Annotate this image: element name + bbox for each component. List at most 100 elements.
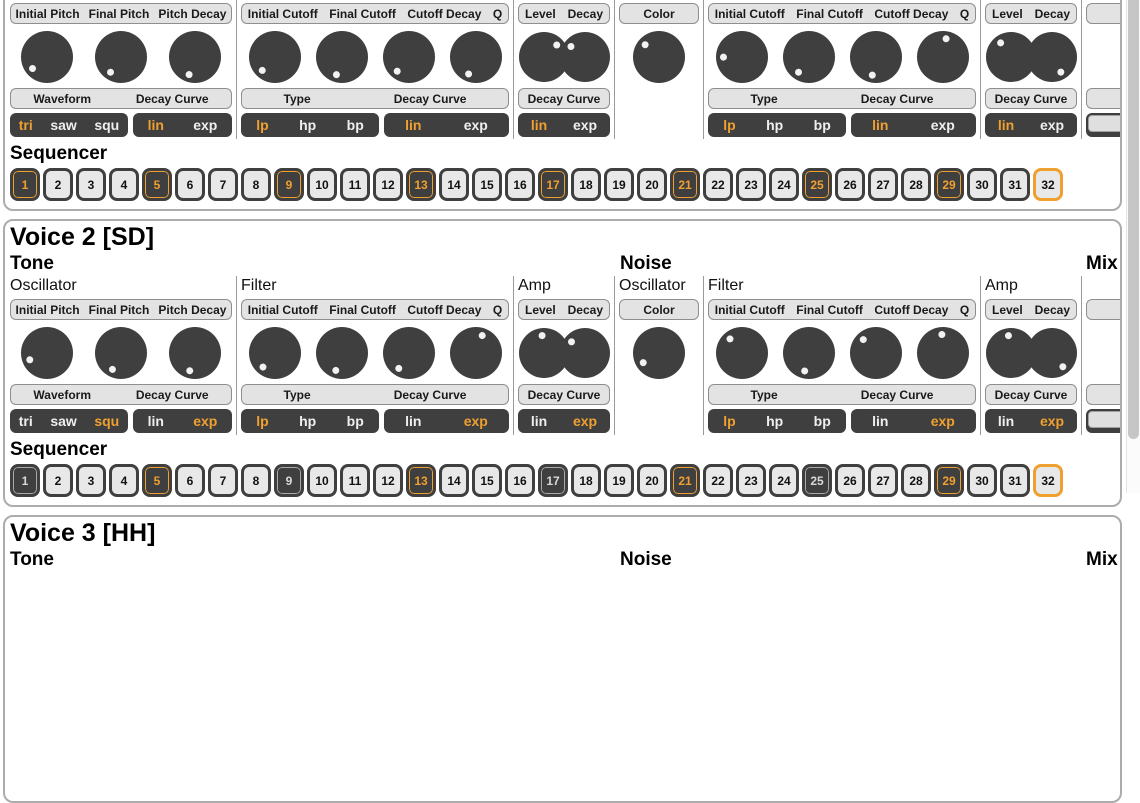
step-22[interactable]: 22 <box>703 464 733 497</box>
step-5[interactable]: 5 <box>142 168 172 201</box>
option-exp[interactable]: exp <box>193 413 218 429</box>
q-knob[interactable] <box>916 327 969 379</box>
option-lin[interactable]: lin <box>405 117 422 133</box>
decay-knob[interactable] <box>559 32 610 82</box>
step-13[interactable]: 13 <box>406 168 436 201</box>
option-exp[interactable]: exp <box>463 413 488 429</box>
step-6[interactable]: 6 <box>175 168 205 201</box>
step-24[interactable]: 24 <box>769 464 799 497</box>
option-hp[interactable]: hp <box>299 413 317 429</box>
step-19[interactable]: 19 <box>604 168 634 201</box>
initial-cutoff-knob[interactable] <box>248 327 301 379</box>
step-30[interactable]: 30 <box>967 168 997 201</box>
step-16[interactable]: 16 <box>505 168 535 201</box>
step-8[interactable]: 8 <box>241 464 271 497</box>
initial-pitch-knob[interactable] <box>21 31 73 83</box>
option-exp[interactable]: exp <box>463 117 488 133</box>
option-tri[interactable]: tri <box>18 413 33 429</box>
step-17[interactable]: 17 <box>538 168 568 201</box>
step-1[interactable]: 1 <box>10 168 40 201</box>
decay-knob[interactable] <box>1026 328 1077 378</box>
option-exp[interactable]: exp <box>1039 413 1065 429</box>
option-saw[interactable]: saw <box>50 117 77 133</box>
step-6[interactable]: 6 <box>175 464 205 497</box>
final-pitch-knob[interactable] <box>95 327 147 379</box>
step-20[interactable]: 20 <box>637 168 667 201</box>
step-14[interactable]: 14 <box>439 464 469 497</box>
mute-toggle-button[interactable] <box>1088 411 1120 428</box>
step-9[interactable]: 9 <box>274 168 304 201</box>
step-29[interactable]: 29 <box>934 168 964 201</box>
option-lin[interactable]: lin <box>147 117 164 133</box>
final-cutoff-knob[interactable] <box>782 31 835 83</box>
step-25[interactable]: 25 <box>802 464 832 497</box>
step-22[interactable]: 22 <box>703 168 733 201</box>
step-9[interactable]: 9 <box>274 464 304 497</box>
pitch-decay-knob[interactable] <box>169 327 221 379</box>
option-bp[interactable]: bp <box>346 413 364 429</box>
step-24[interactable]: 24 <box>769 168 799 201</box>
step-26[interactable]: 26 <box>835 168 865 201</box>
step-14[interactable]: 14 <box>439 168 469 201</box>
scrollbar-thumb[interactable] <box>1128 0 1139 439</box>
q-knob[interactable] <box>449 31 502 83</box>
option-squ[interactable]: squ <box>94 117 120 133</box>
color-knob[interactable] <box>633 31 685 83</box>
initial-cutoff-knob[interactable] <box>715 327 768 379</box>
step-8[interactable]: 8 <box>241 168 271 201</box>
step-23[interactable]: 23 <box>736 168 766 201</box>
option-lin[interactable]: lin <box>530 413 548 429</box>
option-hp[interactable]: hp <box>766 413 784 429</box>
step-1[interactable]: 1 <box>10 464 40 497</box>
vertical-scrollbar[interactable] <box>1126 0 1140 493</box>
step-16[interactable]: 16 <box>505 464 535 497</box>
option-lp[interactable]: lp <box>256 117 269 133</box>
mute-toggle-button[interactable] <box>1088 115 1120 132</box>
option-lin[interactable]: lin <box>997 413 1015 429</box>
step-4[interactable]: 4 <box>109 168 139 201</box>
step-26[interactable]: 26 <box>835 464 865 497</box>
option-exp[interactable]: exp <box>572 117 598 133</box>
step-7[interactable]: 7 <box>208 168 238 201</box>
step-29[interactable]: 29 <box>934 464 964 497</box>
decay-knob[interactable] <box>1026 32 1077 82</box>
step-2[interactable]: 2 <box>43 464 73 497</box>
final-cutoff-knob[interactable] <box>782 327 835 379</box>
option-lin[interactable]: lin <box>997 117 1015 133</box>
step-13[interactable]: 13 <box>406 464 436 497</box>
option-lin[interactable]: lin <box>872 117 889 133</box>
step-32[interactable]: 32 <box>1033 464 1063 497</box>
step-3[interactable]: 3 <box>76 464 106 497</box>
option-tri[interactable]: tri <box>18 117 33 133</box>
option-exp[interactable]: exp <box>193 117 218 133</box>
step-5[interactable]: 5 <box>142 464 172 497</box>
cutoff-decay-knob[interactable] <box>849 31 902 83</box>
step-25[interactable]: 25 <box>802 168 832 201</box>
step-20[interactable]: 20 <box>637 464 667 497</box>
option-lin[interactable]: lin <box>530 117 548 133</box>
step-27[interactable]: 27 <box>868 168 898 201</box>
step-10[interactable]: 10 <box>307 464 337 497</box>
option-lin[interactable]: lin <box>872 413 889 429</box>
q-knob[interactable] <box>449 327 502 379</box>
option-saw[interactable]: saw <box>50 413 77 429</box>
option-bp[interactable]: bp <box>813 117 831 133</box>
step-21[interactable]: 21 <box>670 168 700 201</box>
step-3[interactable]: 3 <box>76 168 106 201</box>
decay-knob[interactable] <box>559 328 610 378</box>
step-7[interactable]: 7 <box>208 464 238 497</box>
option-bp[interactable]: bp <box>346 117 364 133</box>
option-lin[interactable]: lin <box>147 413 164 429</box>
initial-pitch-knob[interactable] <box>21 327 73 379</box>
step-31[interactable]: 31 <box>1000 168 1030 201</box>
step-28[interactable]: 28 <box>901 168 931 201</box>
step-19[interactable]: 19 <box>604 464 634 497</box>
step-4[interactable]: 4 <box>109 464 139 497</box>
option-exp[interactable]: exp <box>1039 117 1065 133</box>
option-bp[interactable]: bp <box>813 413 831 429</box>
step-31[interactable]: 31 <box>1000 464 1030 497</box>
step-15[interactable]: 15 <box>472 464 502 497</box>
option-squ[interactable]: squ <box>94 413 120 429</box>
final-cutoff-knob[interactable] <box>315 31 368 83</box>
step-12[interactable]: 12 <box>373 464 403 497</box>
